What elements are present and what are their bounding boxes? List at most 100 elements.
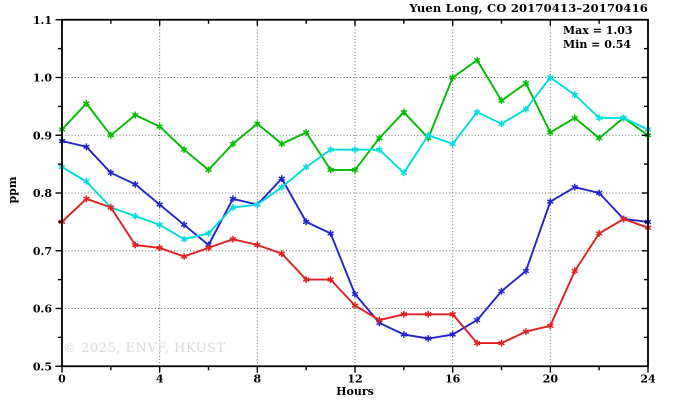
max-min-annotation: Max = 1.03 Min = 0.54 xyxy=(563,24,633,51)
min-value-label: Min = 0.54 xyxy=(563,37,632,51)
series-blue-marker xyxy=(547,198,554,206)
series-cyan-marker xyxy=(522,105,530,113)
series-cyan-marker xyxy=(278,183,286,191)
tick-labels: 0.5 0.6 0.7 0.8 0.9 1.0 1.1 0 4 8 12 16 20 24 xyxy=(33,14,656,386)
series-green-marker xyxy=(522,79,530,87)
series-green-marker xyxy=(449,74,456,81)
series-blue-marker xyxy=(278,175,286,182)
y-tick-label: 0.7 xyxy=(33,245,52,258)
series-cyan xyxy=(58,74,652,243)
series-green-marker xyxy=(473,56,481,64)
series-red-marker xyxy=(254,241,261,249)
series-cyan-marker xyxy=(620,114,627,122)
series-red-marker xyxy=(473,339,481,347)
chart-title: Yuen Long, CO 20170413–20170416 xyxy=(409,1,648,15)
series-cyan-marker xyxy=(302,163,310,171)
series-cyan-marker xyxy=(180,235,188,243)
x-tick-label: 16 xyxy=(445,372,461,385)
series-cyan-marker xyxy=(547,74,554,81)
series-cyan-marker xyxy=(131,212,139,220)
series-blue-marker xyxy=(180,221,188,229)
series-green-marker xyxy=(571,114,579,122)
series-red-marker xyxy=(351,302,359,310)
series-blue-marker xyxy=(156,201,163,208)
series-green-marker xyxy=(131,111,139,119)
x-tick-label: 24 xyxy=(640,372,656,385)
series-cyan-marker xyxy=(571,91,579,99)
series-red-marker xyxy=(302,276,310,284)
series-red-marker xyxy=(498,339,505,347)
x-tick-label: 0 xyxy=(58,372,66,385)
series-blue-marker xyxy=(83,143,90,151)
series-red-marker xyxy=(278,250,286,258)
series-green-marker xyxy=(595,134,603,142)
series-green-marker xyxy=(498,97,505,104)
series-red-marker xyxy=(547,322,554,330)
x-tick-label: 12 xyxy=(347,372,362,385)
series-green-marker xyxy=(205,166,212,174)
series-blue-marker xyxy=(473,316,481,324)
series-blue-marker xyxy=(571,183,579,191)
axis-ticks xyxy=(55,19,649,373)
series-cyan-marker xyxy=(351,146,359,154)
series-red-marker xyxy=(327,276,334,284)
series-red-marker xyxy=(571,267,579,275)
series-blue-marker xyxy=(131,180,139,188)
watermark: © 2025, ENVF, HKUST xyxy=(63,341,226,356)
series-blue-marker xyxy=(424,335,432,342)
series-cyan-marker xyxy=(83,178,90,185)
series-red-marker xyxy=(180,253,188,260)
series-red-marker xyxy=(522,328,530,335)
series-red-marker xyxy=(131,241,139,249)
y-tick-label: 1.0 xyxy=(33,72,52,85)
series-green-marker xyxy=(156,123,163,130)
series-blue-marker xyxy=(400,331,408,338)
series-red-marker xyxy=(424,310,432,318)
y-tick-label: 1.1 xyxy=(33,14,52,27)
series-red-marker xyxy=(156,244,163,252)
x-tick-label: 20 xyxy=(543,372,559,385)
series-cyan-marker xyxy=(400,169,408,177)
series-red-marker xyxy=(400,310,408,318)
series-blue-marker xyxy=(449,331,456,338)
series-red-marker xyxy=(205,244,212,252)
gridlines xyxy=(62,19,648,367)
series-cyan-marker xyxy=(205,230,212,237)
series-green-marker xyxy=(278,140,286,148)
series-green-marker xyxy=(254,120,261,128)
series-green-line xyxy=(61,59,649,171)
series-red xyxy=(58,195,652,347)
series-green-marker xyxy=(327,166,334,174)
series-cyan-marker xyxy=(327,146,334,154)
series-red-marker xyxy=(449,310,456,318)
y-tick-label: 0.5 xyxy=(33,360,52,373)
series-cyan-marker xyxy=(449,140,456,148)
series-blue-marker xyxy=(327,230,334,237)
series-cyan-marker xyxy=(156,221,163,229)
series-green-marker xyxy=(376,134,383,142)
series-cyan-marker xyxy=(254,201,261,208)
series-cyan-marker xyxy=(376,146,383,154)
x-axis-label: Hours xyxy=(336,385,374,398)
series-green-marker xyxy=(351,166,359,174)
series-cyan-marker xyxy=(229,204,237,211)
x-tick-label: 8 xyxy=(254,372,262,385)
y-tick-label: 0.6 xyxy=(33,303,52,316)
series-red-marker xyxy=(229,235,237,243)
series-green-marker xyxy=(83,100,90,107)
series-blue-marker xyxy=(302,218,310,226)
series-green xyxy=(58,56,652,174)
series-red-marker xyxy=(83,195,90,203)
y-axis-label: ppm xyxy=(6,176,19,204)
series-green-marker xyxy=(400,108,408,116)
series-red-marker xyxy=(376,316,383,324)
series-red-marker xyxy=(620,215,627,223)
series-red-marker xyxy=(107,204,115,211)
y-tick-label: 0.9 xyxy=(33,129,52,142)
max-value-label: Max = 1.03 xyxy=(563,24,633,37)
series-blue xyxy=(58,137,652,342)
series-green-marker xyxy=(547,128,554,136)
series-green-marker xyxy=(229,140,237,148)
y-tick-label: 0.8 xyxy=(33,187,52,200)
